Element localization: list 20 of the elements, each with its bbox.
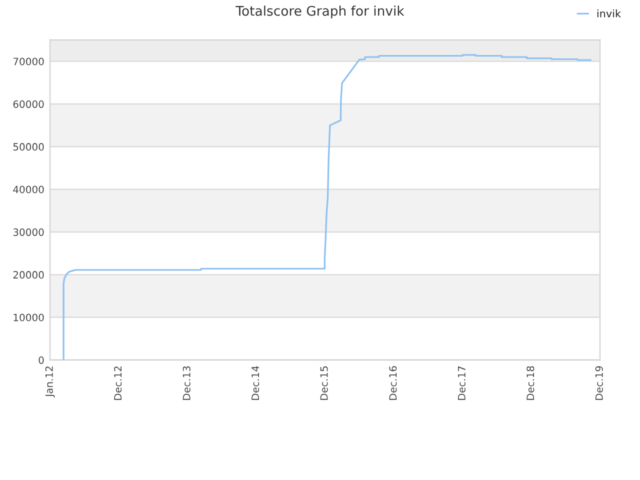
y-tick-label: 10000: [14, 314, 44, 322]
line-series: [62, 54, 592, 360]
y-tick-label: 0: [38, 356, 44, 364]
x-tick-label: Dec.14: [252, 366, 260, 400]
y-tick-label: 70000: [13, 58, 44, 66]
x-tick-label: Dec.17: [458, 366, 466, 400]
chart-title: Totalscore Graph for invik: [236, 6, 404, 18]
y-tick-label: 30000: [13, 228, 44, 236]
y-tick-label: 60000: [13, 100, 44, 108]
x-tick-label: Dec.15: [320, 366, 328, 400]
x-tick-label: Dec.18: [526, 366, 534, 400]
y-tick-label: 20000: [13, 271, 44, 279]
legend-label: invik: [597, 9, 621, 18]
x-tick-label: Jan.12: [45, 366, 55, 398]
x-tick-label: Dec.12: [114, 366, 122, 400]
y-tick-label: 50000: [13, 143, 44, 151]
x-tick-label: Dec.19: [595, 366, 603, 400]
y-tick-label: 40000: [13, 186, 44, 194]
x-tick-label: Dec.13: [182, 366, 190, 400]
x-tick-label: Dec.16: [389, 366, 397, 400]
